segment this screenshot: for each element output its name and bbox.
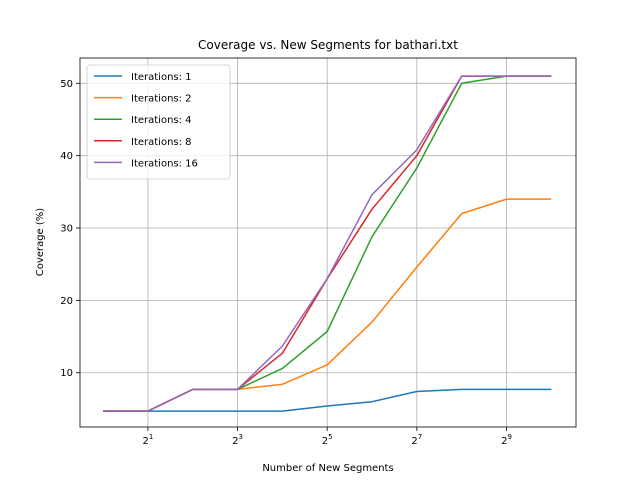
y-tick-label: 10 — [60, 368, 73, 379]
legend-label: Iterations: 8 — [131, 137, 192, 148]
x-tick-label: 27 — [411, 433, 422, 447]
legend-box — [86, 64, 231, 180]
y-tick-label: 50 — [60, 79, 73, 90]
series-line — [103, 75, 552, 412]
legend: Iterations: 1 Iterations: 2 Iterations: 4 I… — [86, 64, 231, 180]
x-tick-label: 21 — [142, 433, 153, 447]
y-tick-label: 40 — [60, 151, 73, 162]
y-tick-label: 30 — [60, 224, 73, 235]
legend-label: Iterations: 1 — [131, 72, 192, 83]
y-axis-ticks: 10 20 30 40 50 — [60, 79, 80, 379]
x-tick-label: 23 — [232, 433, 243, 447]
legend-label: Iterations: 2 — [131, 94, 192, 105]
chart-title: Coverage vs. New Segments for bathari.tx… — [198, 38, 458, 52]
series-line — [103, 388, 552, 412]
x-tick-label: 25 — [322, 433, 333, 447]
plot-frame — [79, 57, 577, 428]
y-tick-label: 20 — [60, 296, 73, 307]
y-axis-title: Coverage (%) — [35, 208, 46, 276]
series-lines — [103, 75, 552, 412]
x-axis-title: Number of New Segments — [262, 463, 393, 474]
x-axis-ticks: 21 23 25 27 29 — [142, 427, 512, 447]
legend-label: Iterations: 4 — [131, 115, 192, 126]
x-tick-label: 29 — [501, 433, 512, 447]
legend-label: Iterations: 16 — [131, 158, 198, 169]
